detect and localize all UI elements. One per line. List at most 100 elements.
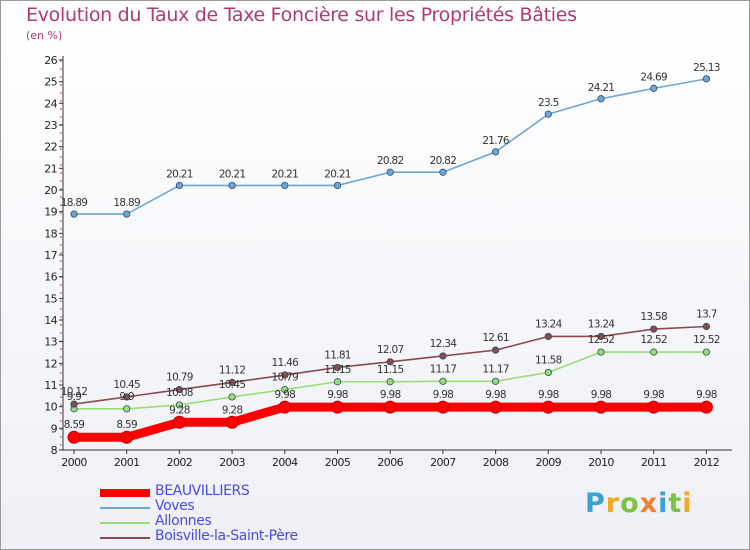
data-point bbox=[175, 385, 183, 394]
data-point bbox=[225, 415, 239, 429]
y-tick-label: 9 bbox=[51, 422, 58, 435]
data-point bbox=[650, 325, 658, 333]
x-tick-label: 2011 bbox=[641, 456, 667, 469]
data-label: 9.28 bbox=[169, 404, 190, 416]
data-label: 10.45 bbox=[113, 379, 140, 391]
data-label: 20.21 bbox=[219, 168, 246, 180]
data-point bbox=[594, 400, 608, 414]
data-label: 18.89 bbox=[113, 197, 140, 209]
data-point bbox=[597, 95, 605, 103]
legend-swatch-allonnes bbox=[100, 522, 150, 524]
data-label: 9.98 bbox=[380, 389, 401, 401]
y-tick-label: 26 bbox=[44, 54, 57, 67]
y-tick-label: 25 bbox=[44, 76, 57, 89]
data-label: 12.07 bbox=[377, 344, 404, 356]
y-tick-label: 22 bbox=[44, 141, 57, 154]
data-label: 10.08 bbox=[166, 387, 193, 399]
data-label: 12.52 bbox=[640, 334, 667, 346]
y-tick-label: 14 bbox=[44, 314, 57, 327]
x-tick-label: 2009 bbox=[535, 456, 561, 469]
x-tick-label: 2005 bbox=[325, 456, 351, 469]
data-label: 23.5 bbox=[538, 97, 559, 109]
data-point bbox=[699, 400, 713, 414]
data-point bbox=[123, 210, 131, 218]
y-tick-label: 24 bbox=[44, 97, 57, 110]
data-label: 8.59 bbox=[116, 419, 137, 431]
x-tick-label: 2001 bbox=[114, 456, 140, 469]
series-line-1 bbox=[74, 78, 707, 215]
data-label: 9.98 bbox=[433, 389, 454, 401]
data-label: 9.9 bbox=[67, 391, 82, 403]
data-label: 12.34 bbox=[430, 338, 458, 350]
data-point bbox=[123, 393, 131, 401]
data-label: 10.12 bbox=[61, 386, 88, 398]
data-point bbox=[702, 75, 711, 83]
data-point bbox=[386, 168, 394, 176]
legend-swatch-beauvilliers bbox=[100, 489, 150, 497]
data-label: 11.46 bbox=[272, 357, 300, 369]
x-tick-label: 2007 bbox=[430, 456, 456, 469]
data-point bbox=[70, 210, 78, 218]
x-tick-label: 2010 bbox=[588, 456, 614, 469]
data-point bbox=[647, 400, 661, 414]
legend-label-voves: Voves bbox=[155, 498, 195, 514]
data-point bbox=[333, 363, 342, 372]
data-point bbox=[436, 400, 450, 414]
x-tick-label: 2012 bbox=[694, 456, 720, 469]
data-point bbox=[331, 400, 344, 414]
data-label: 9.9 bbox=[119, 391, 134, 403]
x-tick-label: 2004 bbox=[272, 456, 298, 469]
data-label: 11.81 bbox=[324, 349, 351, 361]
x-tick-label: 2008 bbox=[483, 456, 509, 469]
data-label: 11.15 bbox=[377, 364, 404, 376]
data-label: 11.15 bbox=[324, 364, 351, 376]
data-label: 24.69 bbox=[640, 71, 667, 83]
data-label: 20.21 bbox=[272, 168, 299, 180]
y-tick-label: 17 bbox=[44, 249, 57, 262]
data-point bbox=[544, 110, 552, 118]
data-label: 11.17 bbox=[482, 363, 509, 375]
data-point bbox=[172, 415, 186, 429]
data-label: 9.98 bbox=[538, 389, 559, 401]
y-tick-label: 20 bbox=[44, 184, 57, 197]
y-tick-label: 8 bbox=[51, 444, 58, 457]
data-point bbox=[650, 348, 658, 356]
y-tick-label: 23 bbox=[44, 119, 57, 132]
data-point bbox=[383, 400, 397, 414]
data-point bbox=[386, 358, 394, 366]
data-label: 9.98 bbox=[696, 389, 717, 401]
data-point bbox=[491, 346, 500, 354]
data-label: 9.98 bbox=[327, 389, 348, 401]
legend-label-allonnes: Allonnes bbox=[155, 513, 212, 529]
y-tick-label: 15 bbox=[44, 292, 57, 305]
data-point bbox=[228, 181, 236, 190]
data-label: 20.82 bbox=[377, 155, 404, 167]
data-point bbox=[333, 181, 342, 190]
y-tick-label: 21 bbox=[44, 162, 57, 175]
logo-letter: t bbox=[668, 488, 683, 519]
legend-label-beauvilliers: BEAUVILLIERS bbox=[155, 483, 250, 499]
y-tick-label: 13 bbox=[44, 336, 57, 349]
chart-title: Evolution du Taux de Taxe Foncière sur l… bbox=[26, 4, 577, 26]
y-tick-label: 18 bbox=[44, 227, 57, 240]
legend-swatch-voves bbox=[100, 507, 150, 509]
y-tick-label: 16 bbox=[44, 271, 57, 284]
data-point bbox=[544, 332, 552, 341]
data-point bbox=[120, 430, 134, 444]
y-tick-label: 10 bbox=[44, 401, 57, 414]
data-label: 12.52 bbox=[588, 334, 615, 346]
logo-letter: r bbox=[605, 488, 621, 519]
y-tick-label: 11 bbox=[44, 379, 57, 392]
unit-label: (en %) bbox=[26, 29, 63, 42]
data-point bbox=[650, 84, 658, 92]
data-point bbox=[175, 401, 183, 409]
legend-label-boisville: Boisville-la-Saint-Père bbox=[155, 528, 298, 544]
data-label: 25.13 bbox=[693, 62, 720, 74]
data-label: 9.98 bbox=[485, 389, 506, 401]
data-label: 18.89 bbox=[61, 197, 88, 209]
data-label: 11.58 bbox=[535, 354, 562, 366]
data-point bbox=[281, 385, 289, 394]
data-point bbox=[439, 377, 447, 385]
